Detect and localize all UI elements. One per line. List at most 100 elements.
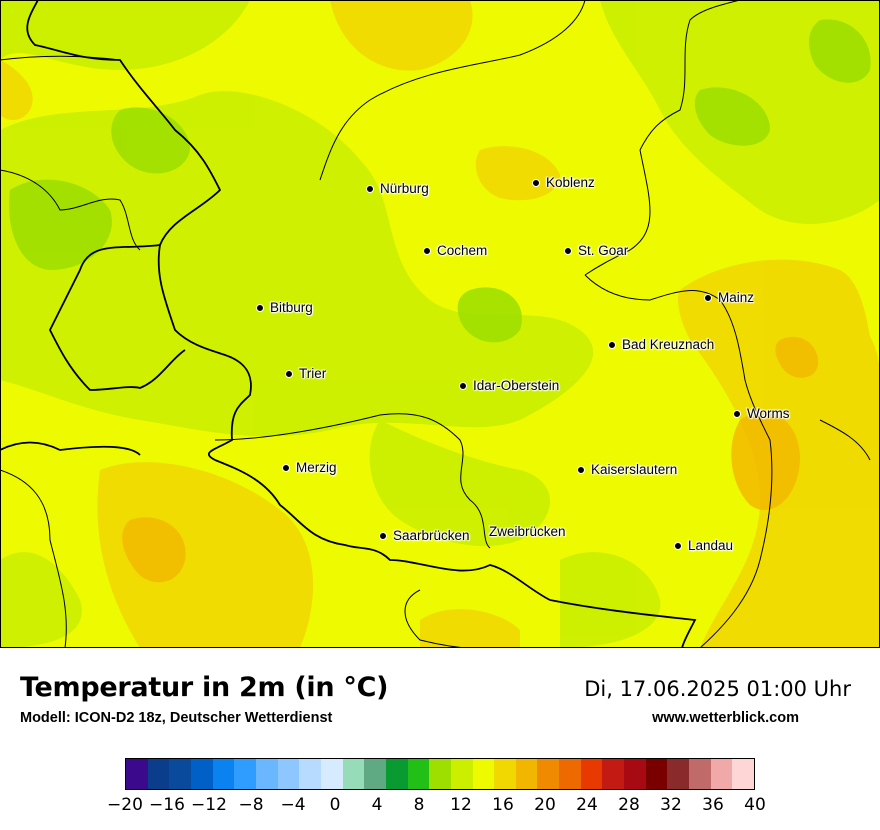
temperature-map[interactable]: Nürburg Koblenz Cochem St. Goar Mainz Bi… [0,0,880,648]
legend-tick-label: −4 [280,795,306,815]
legend-color-swatch [320,759,343,789]
legend-tick-label: 40 [744,795,766,815]
city-idar-oberstein[interactable]: Idar-Oberstein [459,378,559,393]
city-bad-kreuznach[interactable]: Bad Kreuznach [608,337,714,352]
legend-color-swatch [602,759,625,789]
legend-color-swatch [299,759,321,789]
city-dot-icon [674,541,682,550]
legend-tick-label: −12 [191,795,227,815]
city-label: Cochem [437,243,488,258]
legend-color-swatch [385,759,408,789]
city-landau[interactable]: Landau [674,538,733,553]
legend-tick-label: 20 [534,795,556,815]
legend-tick-label: 24 [576,795,598,815]
city-worms[interactable]: Worms [733,406,790,421]
legend-color-swatch [364,759,386,789]
borders [0,0,871,648]
city-label: Idar-Oberstein [473,378,560,393]
legend-color-swatch [126,759,148,789]
model-info: Modell: ICON-D2 18z, Deutscher Wetterdie… [20,710,333,726]
color-legend [125,758,755,790]
city-zweibruecken[interactable]: Zweibrücken [489,524,566,539]
city-dot-icon [459,381,467,390]
legend-color-swatch [234,759,256,789]
legend-tick-label: 12 [450,795,472,815]
city-dot-icon [379,531,387,540]
legend-tick-label: 0 [329,795,341,815]
city-saarbruecken[interactable]: Saarbrücken [379,528,470,543]
legend-color-swatch [342,759,365,789]
city-label: Worms [747,406,790,421]
website-link[interactable]: www.wetterblick.com [652,710,799,726]
city-dot-icon [577,465,585,474]
legend-tick-label: −8 [238,795,264,815]
legend-color-swatch [212,759,235,789]
city-dot-icon [256,303,264,312]
city-label: Merzig [296,460,337,475]
cold-patches [9,19,871,343]
legend-tick-label: −20 [107,795,143,815]
forecast-datetime: Di, 17.06.2025 01:00 Uhr [584,677,851,701]
legend-tick-label: 36 [702,795,724,815]
legend-tick-label: 32 [660,795,682,815]
city-label: St. Goar [578,243,629,258]
city-label: Saarbrücken [393,528,470,543]
city-label: Nürburg [380,181,429,196]
color-legend-ticks: −20 −16 −12 −8 −4 0 4 8 12 16 20 24 28 32 36 40 [107,790,766,820]
hot-patches [122,336,819,583]
city-dot-icon [366,184,374,193]
legend-color-swatch [190,759,213,789]
legend-tick-label: 16 [492,795,514,815]
legend-color-swatch [624,759,646,789]
city-dot-icon [532,178,540,187]
legend-color-swatch [559,759,581,789]
map-svg [0,0,880,648]
city-label: Bad Kreuznach [622,337,715,352]
legend-color-swatch [407,759,430,789]
city-label: Landau [688,538,734,553]
legend-color-swatch [645,759,668,789]
city-kaiserslautern[interactable]: Kaiserslautern [577,462,677,477]
city-dot-icon [564,246,572,255]
city-trier[interactable]: Trier [285,366,326,381]
legend-color-swatch [450,759,473,789]
city-dot-icon [282,463,290,472]
legend-color-swatch [515,759,538,789]
city-dot-icon [704,293,712,302]
city-label: Bitburg [270,300,313,315]
map-title: Temperatur in 2m (in °C) [20,672,389,703]
city-label: Trier [299,366,327,381]
legend-tick-label: 28 [618,795,640,815]
legend-color-swatch [472,759,495,789]
city-cochem[interactable]: Cochem [423,243,487,258]
city-merzig[interactable]: Merzig [282,460,337,475]
city-dot-icon [285,369,293,378]
legend-color-swatch [277,759,300,789]
legend-color-swatch [689,759,711,789]
city-nuerburg[interactable]: Nürburg [366,181,429,196]
legend-color-swatch [732,759,755,789]
legend-color-swatch [667,759,690,789]
city-label: Zweibrücken [489,524,566,539]
legend-color-swatch [537,759,560,789]
city-bitburg[interactable]: Bitburg [256,300,313,315]
legend-tick-label: 4 [371,795,383,815]
city-koblenz[interactable]: Koblenz [532,175,595,190]
city-dot-icon [608,340,616,349]
city-label: Koblenz [546,175,595,190]
city-label: Kaiserslautern [591,462,678,477]
legend-color-swatch [169,759,191,789]
legend-color-swatch [147,759,170,789]
city-mainz[interactable]: Mainz [704,290,754,305]
city-label: Mainz [718,290,755,305]
city-dot-icon [423,246,431,255]
legend-color-swatch [580,759,603,789]
city-dot-icon [733,409,741,418]
city-st-goar[interactable]: St. Goar [564,243,628,258]
legend-color-swatch [494,759,516,789]
legend-tick-label: 8 [413,795,425,815]
legend-color-swatch [255,759,278,789]
legend-tick-label: −16 [149,795,185,815]
legend-color-swatch [710,759,733,789]
legend-color-swatch [429,759,451,789]
